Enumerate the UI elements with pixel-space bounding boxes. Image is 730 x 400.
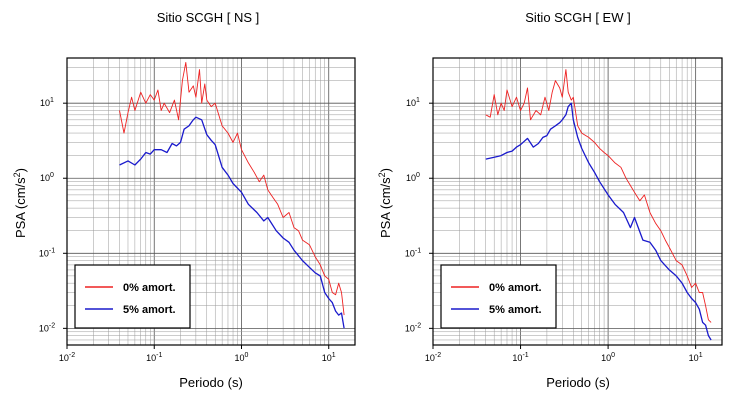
chart-panel-ew: Sitio SCGH [ EW ] Periodo (s) PSA (cm/s2… <box>377 10 723 390</box>
chart-title: Sitio SCGH [ EW ] <box>525 10 630 25</box>
x-axis-label: Periodo (s) <box>546 375 610 390</box>
legend-label: 5% amort. <box>123 304 176 316</box>
y-tick-label: 10-2 <box>405 322 421 333</box>
series-line-amort-5 <box>119 116 345 329</box>
series-line-amort-5 <box>485 102 712 341</box>
y-axis-label: PSA (cm/s2) <box>12 168 28 238</box>
x-tick-label: 101 <box>689 352 703 363</box>
y-tick-label: 10-2 <box>39 322 55 333</box>
y-axis-label: PSA (cm/s2) <box>377 168 393 238</box>
x-tick-label: 101 <box>322 352 336 363</box>
legend-label: 0% amort. <box>123 282 176 294</box>
legend-box <box>74 264 191 329</box>
y-tick-label: 10-1 <box>405 247 421 258</box>
plot-frame <box>432 57 723 346</box>
plot-frame <box>66 57 356 346</box>
legend-label: 0% amort. <box>489 282 542 294</box>
y-tick-label: 10-1 <box>39 247 55 258</box>
x-tick-label: 100 <box>235 352 249 363</box>
series-line-amort-0 <box>485 69 712 323</box>
x-tick-label: 100 <box>601 352 615 363</box>
x-tick-label: 10-2 <box>425 352 441 363</box>
y-tick-label: 101 <box>406 97 420 108</box>
chart-title: Sitio SCGH [ NS ] <box>157 10 260 25</box>
y-tick-label: 100 <box>40 172 54 183</box>
y-tick-label: 101 <box>40 97 54 108</box>
x-tick-label: 10-2 <box>59 352 75 363</box>
x-tick-label: 10-1 <box>146 352 162 363</box>
chart-panel-ns: Sitio SCGH [ NS ] Periodo (s) PSA (cm/s2… <box>12 10 356 390</box>
legend-label: 5% amort. <box>489 304 542 316</box>
y-tick-label: 100 <box>406 172 420 183</box>
x-axis-label: Periodo (s) <box>179 375 243 390</box>
x-tick-label: 10-1 <box>512 352 528 363</box>
legend-box <box>440 264 557 329</box>
series-line-amort-0 <box>119 61 345 316</box>
